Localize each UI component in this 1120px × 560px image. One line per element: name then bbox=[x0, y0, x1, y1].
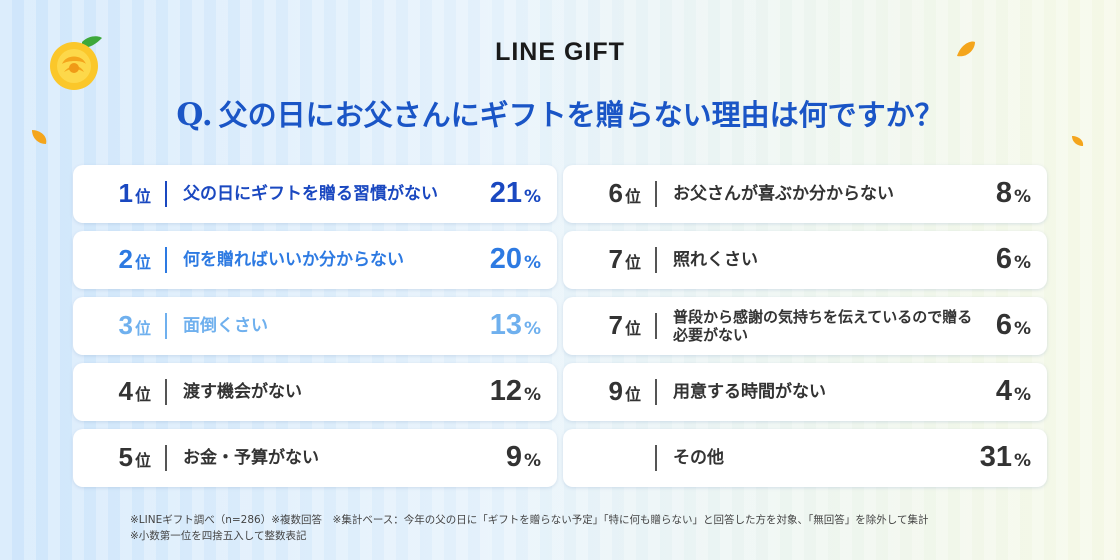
percent-number: 31 bbox=[979, 441, 1012, 473]
petal-icon bbox=[957, 41, 975, 57]
rank-number: 7 bbox=[608, 310, 623, 340]
percent-value: 6% bbox=[996, 231, 1031, 289]
petal-icon bbox=[32, 130, 47, 144]
percent-sign: % bbox=[523, 253, 541, 273]
reason-label: 普段から感謝の気持ちを伝えているので贈る必要がない bbox=[673, 308, 973, 344]
divider bbox=[655, 313, 657, 339]
percent-number: 6 bbox=[995, 309, 1012, 341]
reason-label: 何を贈ればいいか分からない bbox=[183, 249, 404, 270]
divider bbox=[655, 445, 657, 471]
rank-number: 3 bbox=[118, 310, 133, 340]
percent-value: 21% bbox=[490, 165, 541, 223]
percent-number: 9 bbox=[505, 441, 522, 473]
divider bbox=[165, 247, 167, 273]
reason-label: 照れくさい bbox=[673, 249, 758, 270]
ranking-row: その他 31% bbox=[563, 429, 1047, 487]
percent-sign: % bbox=[1013, 451, 1031, 471]
rank-suffix: 位 bbox=[134, 253, 151, 272]
reason-label: お金・予算がない bbox=[183, 447, 319, 468]
divider bbox=[165, 445, 167, 471]
percent-number: 20 bbox=[489, 243, 522, 275]
ranking-row: 9 位 用意する時間がない 4% bbox=[563, 363, 1047, 421]
divider bbox=[655, 181, 657, 207]
percent-number: 13 bbox=[489, 309, 522, 341]
percent-value: 4% bbox=[996, 363, 1031, 421]
ranking-row: 7 位普段から感謝の気持ちを伝えているので贈る必要がない 6% bbox=[563, 297, 1047, 355]
percent-value: 31% bbox=[980, 429, 1031, 487]
reason-label: 面倒くさい bbox=[183, 315, 268, 336]
brand-logo: LINE GIFT bbox=[495, 38, 625, 66]
rank-number: 1 bbox=[118, 178, 133, 208]
reason-label: その他 bbox=[673, 447, 724, 468]
rank-number: 5 bbox=[118, 442, 133, 472]
percent-value: 13% bbox=[490, 297, 541, 355]
question-text: 父の日にお父さんにギフトを贈らない理由は何ですか？ bbox=[218, 98, 944, 132]
rank-suffix: 位 bbox=[624, 253, 641, 272]
rank-suffix: 位 bbox=[134, 451, 151, 470]
question-prefix: Q. bbox=[176, 97, 213, 133]
percent-number: 4 bbox=[995, 375, 1012, 407]
percent-value: 12% bbox=[490, 363, 541, 421]
percent-number: 21 bbox=[489, 177, 522, 209]
percent-sign: % bbox=[1013, 319, 1031, 339]
footnote-line: ※LINEギフト調べ（n=286）※複数回答 ※集計ベース：今年の父の日に「ギフ… bbox=[130, 514, 929, 526]
ranking-row: 4 位 渡す機会がない 12% bbox=[73, 363, 557, 421]
reason-label: 渡す機会がない bbox=[183, 381, 302, 402]
percent-number: 8 bbox=[995, 177, 1012, 209]
percent-value: 20% bbox=[490, 231, 541, 289]
rank-suffix: 位 bbox=[624, 319, 641, 338]
percent-sign: % bbox=[523, 187, 541, 207]
reason-label: お父さんが喜ぶか分からない bbox=[673, 183, 894, 204]
rank-suffix: 位 bbox=[624, 187, 641, 206]
divider bbox=[165, 181, 167, 207]
reason-label: 父の日にギフトを贈る習慣がない bbox=[183, 183, 438, 204]
rank-number: 7 bbox=[608, 244, 623, 274]
percent-sign: % bbox=[523, 451, 541, 471]
rank-number: 4 bbox=[118, 376, 133, 406]
divider bbox=[165, 379, 167, 405]
percent-value: 9% bbox=[506, 429, 541, 487]
rose-icon bbox=[50, 36, 102, 90]
percent-sign: % bbox=[523, 385, 541, 405]
question-title: Q. 父の日にお父さんにギフトを贈らない理由は何ですか？ bbox=[0, 92, 1120, 134]
percent-sign: % bbox=[1013, 187, 1031, 207]
percent-number: 6 bbox=[995, 243, 1012, 275]
divider bbox=[655, 379, 657, 405]
percent-value: 6% bbox=[996, 297, 1031, 355]
rank-suffix: 位 bbox=[134, 385, 151, 404]
ranking-row: 7 位 照れくさい 6% bbox=[563, 231, 1047, 289]
percent-number: 12 bbox=[489, 375, 522, 407]
rank-number: 2 bbox=[118, 244, 133, 274]
rank-number: 9 bbox=[608, 376, 623, 406]
ranking-row: 6 位 お父さんが喜ぶか分からない 8% bbox=[563, 165, 1047, 223]
percent-sign: % bbox=[1013, 385, 1031, 405]
rank-suffix: 位 bbox=[134, 319, 151, 338]
reason-label: 用意する時間がない bbox=[673, 381, 826, 402]
ranking-row: 1 位 父の日にギフトを贈る習慣がない 21% bbox=[73, 165, 557, 223]
rank-suffix: 位 bbox=[134, 187, 151, 206]
divider bbox=[655, 247, 657, 273]
ranking-row: 3 位 面倒くさい 13% bbox=[73, 297, 557, 355]
footnote-line: ※小数第一位を四捨五入して整数表記 bbox=[130, 530, 307, 542]
ranking-row: 2 位 何を贈ればいいか分からない 20% bbox=[73, 231, 557, 289]
percent-value: 8% bbox=[996, 165, 1031, 223]
footnotes: ※LINEギフト調べ（n=286）※複数回答 ※集計ベース：今年の父の日に「ギフ… bbox=[130, 512, 928, 544]
ranking-row: 5 位 お金・予算がない 9% bbox=[73, 429, 557, 487]
percent-sign: % bbox=[523, 319, 541, 339]
divider bbox=[165, 313, 167, 339]
rank-label bbox=[563, 429, 641, 487]
rank-number: 6 bbox=[608, 178, 623, 208]
petal-icon bbox=[1072, 136, 1084, 146]
rank-suffix: 位 bbox=[624, 385, 641, 404]
percent-sign: % bbox=[1013, 253, 1031, 273]
